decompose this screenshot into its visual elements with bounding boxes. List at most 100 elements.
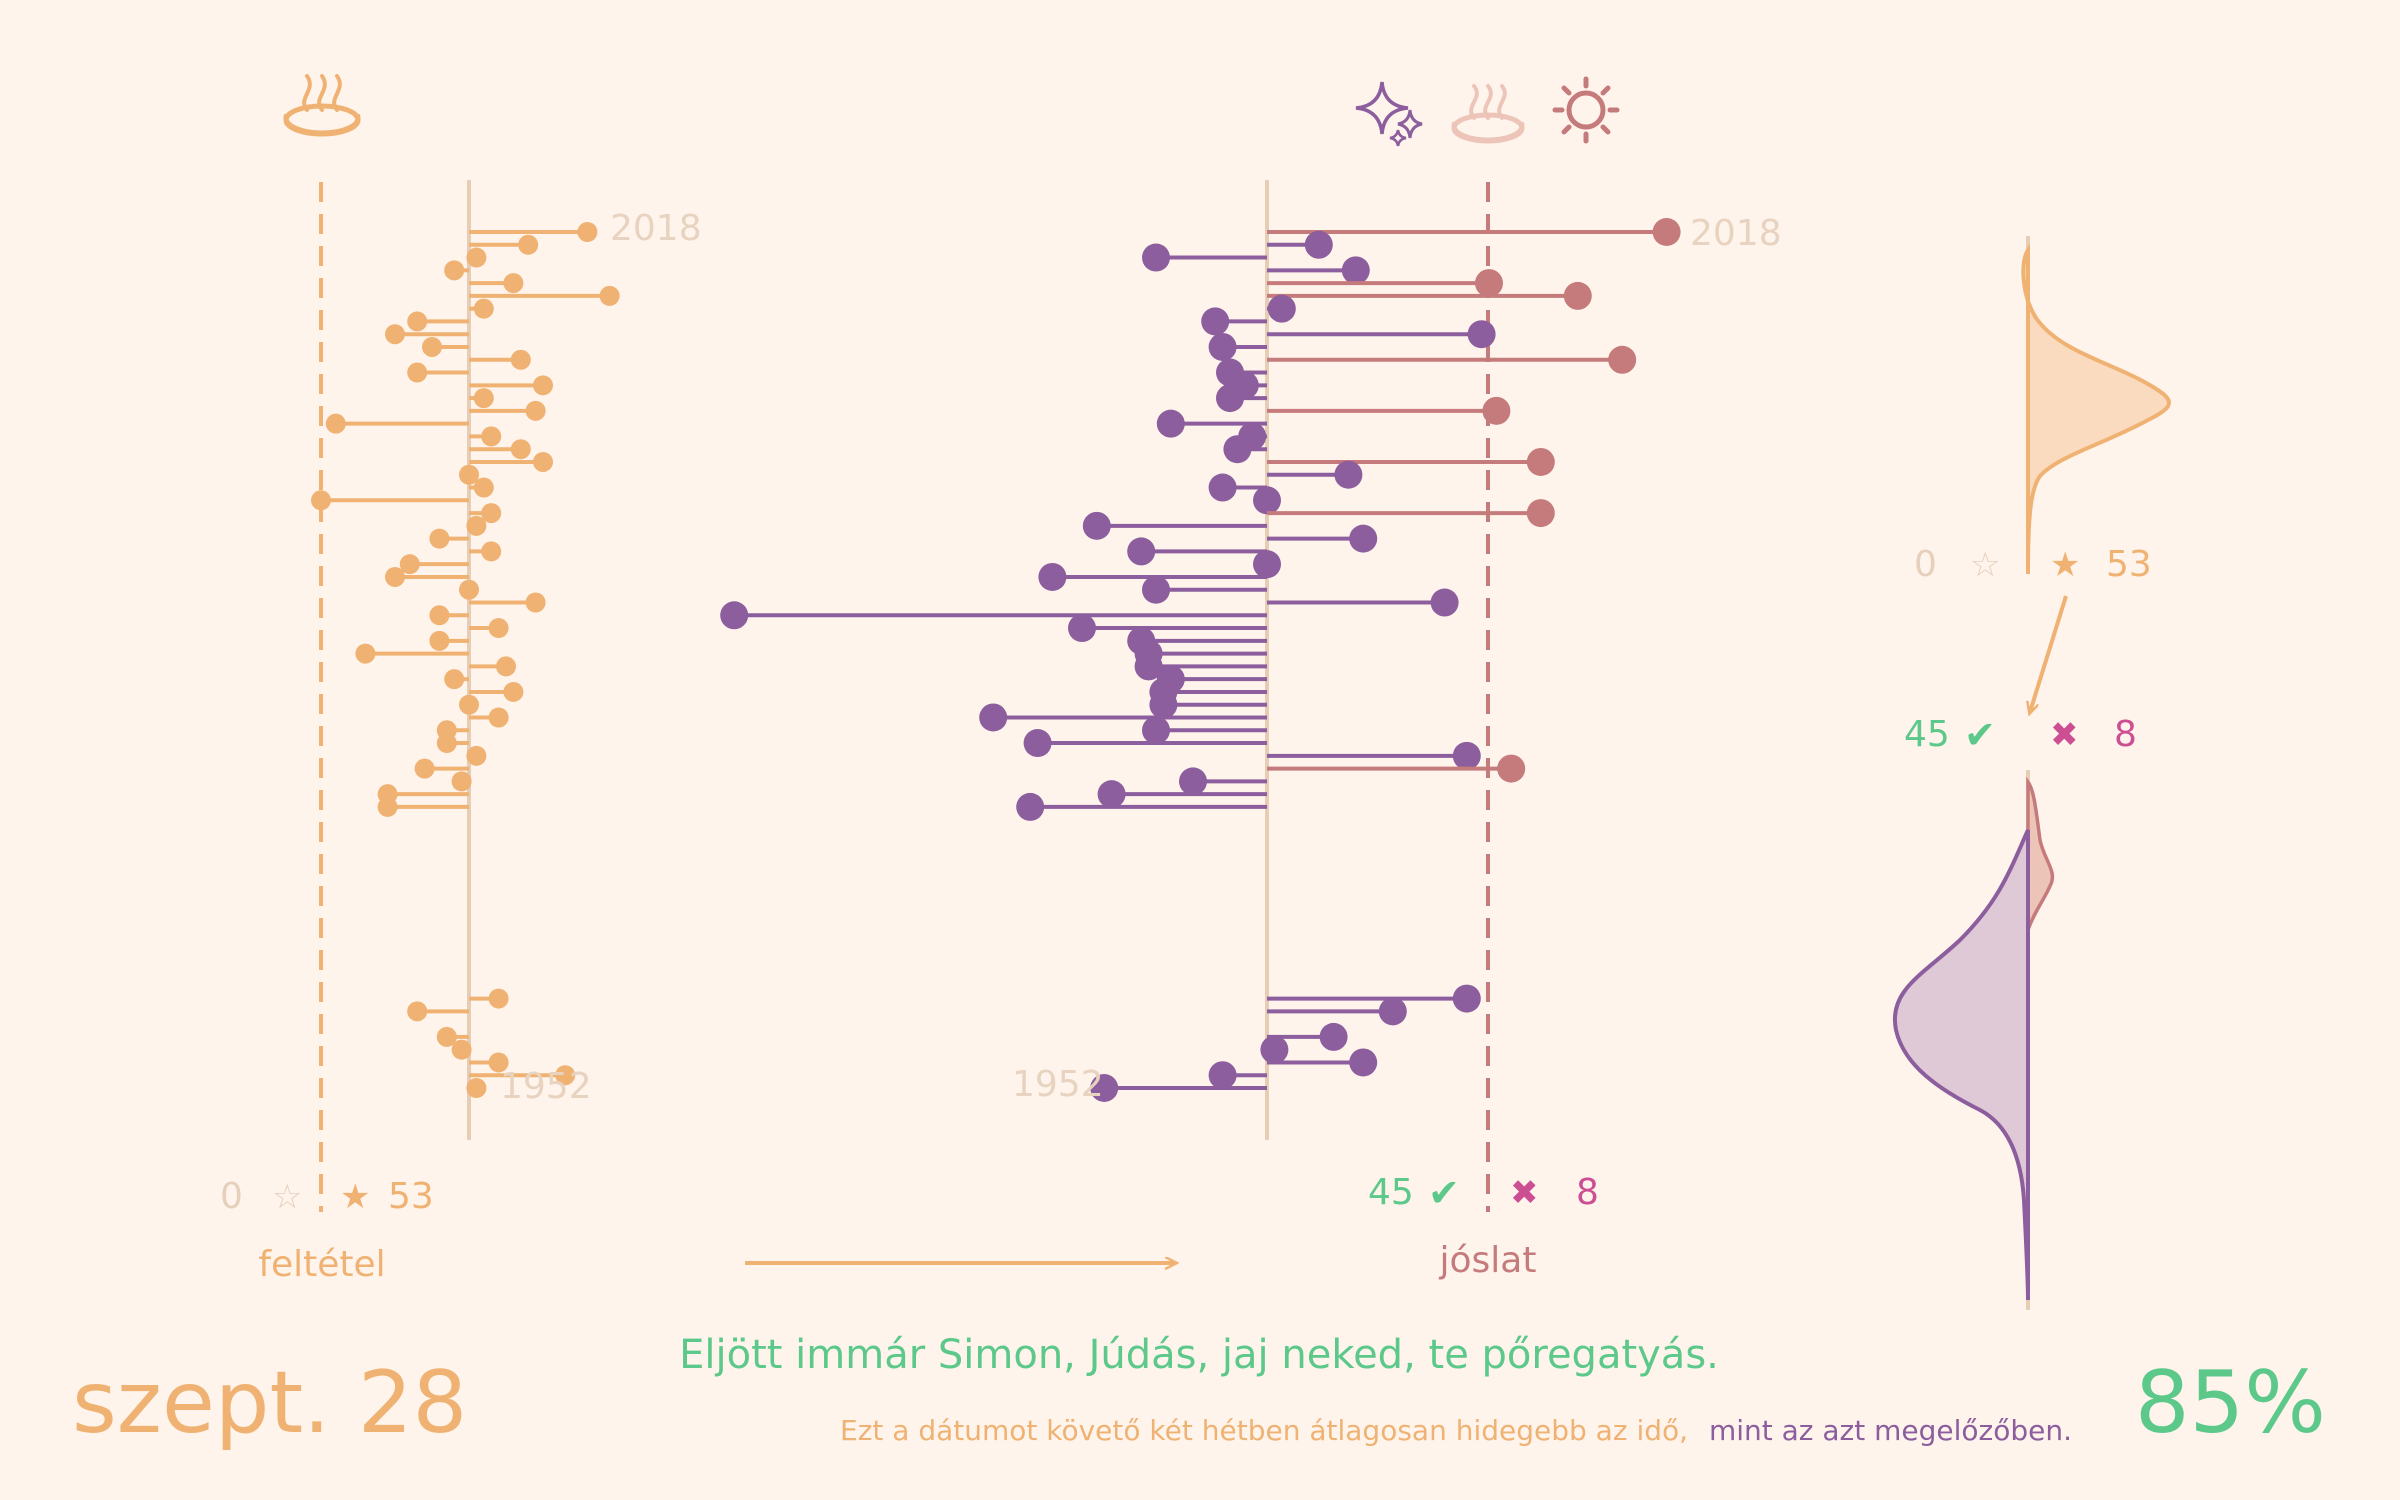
left-empty-star-icon: ☆ <box>272 1177 302 1217</box>
lollipop-point <box>473 388 494 409</box>
left-filled-star-icon: ★ <box>340 1177 370 1217</box>
lollipop-point <box>720 601 749 630</box>
success-percentage: 85% <box>2135 1353 2326 1453</box>
lollipop-point <box>1216 384 1244 413</box>
lollipop-point <box>1208 332 1237 361</box>
lollipop-point <box>525 592 546 613</box>
warm-prediction-distribution <box>2026 776 2055 931</box>
lollipop-point <box>481 541 502 562</box>
lollipop-point <box>436 1026 457 1047</box>
side-correct-count: 45 <box>1904 714 1950 755</box>
lollipop-point <box>1253 486 1281 515</box>
lollipop-point <box>1608 345 1637 374</box>
lollipop-point <box>488 1052 509 1073</box>
condition-distribution <box>2021 243 2171 575</box>
lollipop-point <box>1016 792 1045 821</box>
lollipop-point <box>1563 281 1592 310</box>
lollipop-point <box>481 503 502 524</box>
center-correct-count: 45 <box>1368 1172 1414 1213</box>
lollipop-point <box>1319 1022 1348 1051</box>
lollipop-point <box>510 349 531 370</box>
lollipop-point <box>1452 984 1481 1013</box>
lollipop-point <box>429 605 450 626</box>
lollipop-point <box>1097 780 1126 809</box>
lollipop-point <box>1467 320 1496 349</box>
hot-springs-icon <box>1450 84 1526 144</box>
side-count: 53 <box>2106 544 2152 585</box>
lollipop-point <box>466 745 487 766</box>
lollipop-point <box>488 707 509 728</box>
lollipop-point <box>414 758 435 779</box>
side-zero-count: 0 <box>1914 544 1937 585</box>
lollipop-point <box>1452 741 1481 770</box>
lollipop-point <box>518 234 539 255</box>
lollipop-point <box>466 247 487 268</box>
explanation-part-1: Ezt a dátumot követő két hétben átlagosa… <box>840 1414 1688 1447</box>
lollipop-point <box>451 771 472 792</box>
left-lollipop-group <box>311 222 620 1098</box>
lollipop-point <box>1341 256 1370 285</box>
lollipop-point <box>444 260 465 281</box>
lollipop-point <box>473 477 494 498</box>
lollipop-point <box>355 643 376 664</box>
lollipop-point <box>1134 652 1163 681</box>
lollipop-point <box>444 669 465 690</box>
lollipop-point <box>1652 218 1681 246</box>
lollipop-point <box>1378 997 1407 1026</box>
lollipop-point <box>503 273 524 294</box>
lollipop-point <box>1349 524 1378 553</box>
sparkles-icon <box>1355 81 1423 147</box>
lollipop-point <box>1068 614 1096 643</box>
lollipop-point <box>533 451 553 472</box>
lollipop-point <box>385 566 405 587</box>
lollipop-point <box>599 285 620 306</box>
center-panel-label: jóslat <box>1439 1240 1537 1281</box>
lollipop-point <box>1260 1035 1289 1064</box>
side-filled-star-icon: ★ <box>2050 545 2080 585</box>
lollipop-point <box>466 515 487 536</box>
lollipop-point <box>1223 435 1252 464</box>
lollipop-point <box>1142 716 1170 745</box>
center-year-bottom: 1952 <box>1012 1064 1104 1105</box>
side-wrong-count: 8 <box>2114 714 2137 755</box>
lollipop-point <box>377 796 398 817</box>
lollipop-point <box>1253 550 1281 579</box>
side-flow-arrow <box>2030 595 2068 712</box>
lollipop-point <box>466 1078 487 1098</box>
side-empty-star-icon: ☆ <box>1970 545 2000 585</box>
lollipop-point <box>1023 729 1052 758</box>
lollipop-point <box>451 1039 472 1060</box>
lollipop-point <box>555 1065 576 1086</box>
lollipop-point <box>1156 409 1185 438</box>
date-title: szept. 28 <box>72 1353 467 1453</box>
lollipop-point <box>1201 307 1230 336</box>
center-wrong-count: 8 <box>1576 1172 1599 1213</box>
left-year-bottom: 1952 <box>500 1066 592 1107</box>
lollipop-point <box>577 222 598 242</box>
lollipop-point <box>1526 499 1555 528</box>
lollipop-point <box>1526 447 1555 476</box>
lollipop-point <box>1149 690 1178 719</box>
lollipop-point <box>1127 537 1156 566</box>
lollipop-point <box>496 656 516 677</box>
explanation-part-2: mint az azt megelőzőben. <box>1709 1414 2072 1447</box>
lollipop-point <box>429 528 450 549</box>
lollipop-point <box>311 490 331 511</box>
lollipop-point <box>1497 754 1526 783</box>
lollipop-point <box>459 464 479 485</box>
lollipop-point <box>1208 1061 1237 1090</box>
lollipop-point <box>481 426 502 447</box>
left-count: 53 <box>388 1176 434 1217</box>
lollipop-point <box>459 694 479 715</box>
lollipop-point <box>1349 1048 1378 1077</box>
lollipop-point <box>473 298 494 319</box>
sun-icon <box>1552 76 1620 144</box>
lollipop-point <box>1090 1074 1119 1102</box>
cold-prediction-distribution <box>1892 829 2030 1301</box>
explanation-text: Ezt a dátumot követő két hétben átlagosa… <box>840 1414 2072 1447</box>
lollipop-point <box>399 554 420 575</box>
lollipop-point <box>436 733 457 754</box>
folk-saying: Eljött immár Simon, Júdás, jaj neked, te… <box>679 1332 1719 1378</box>
lollipop-point <box>1179 767 1207 796</box>
center-check-icon: ✔ <box>1428 1171 1460 1215</box>
